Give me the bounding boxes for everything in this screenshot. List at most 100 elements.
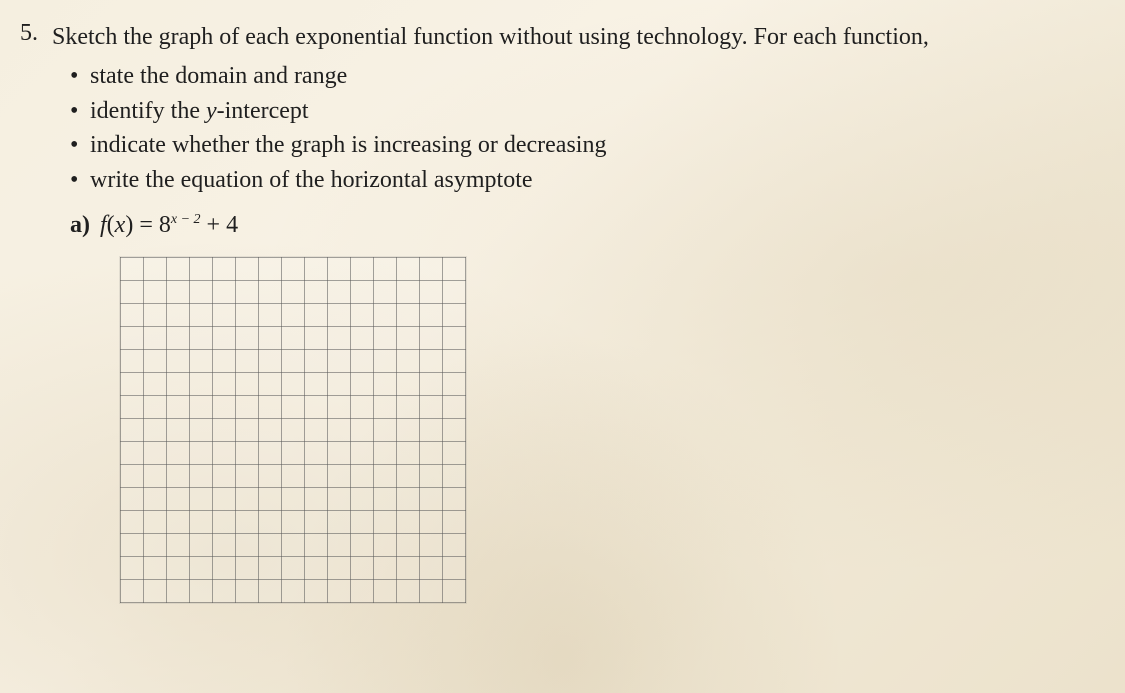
grid-cell xyxy=(236,257,259,280)
grid-cell xyxy=(190,349,213,372)
grid-cell xyxy=(259,533,282,556)
grid-cell xyxy=(420,326,443,349)
grid-cell xyxy=(121,579,144,602)
grid-cell xyxy=(213,303,236,326)
grid-cell xyxy=(443,556,466,579)
grid-cell xyxy=(397,441,420,464)
formula-var: x xyxy=(115,212,126,238)
grid-cell xyxy=(351,464,374,487)
grid-cell xyxy=(121,418,144,441)
grid-cell xyxy=(282,395,305,418)
grid-cell xyxy=(144,280,167,303)
bullet-list: state the domain and range identify the … xyxy=(52,59,1089,198)
grid-cell xyxy=(167,303,190,326)
grid-cell xyxy=(236,441,259,464)
grid-cell xyxy=(397,395,420,418)
grid-cell xyxy=(420,395,443,418)
grid-cell xyxy=(443,372,466,395)
grid-cell xyxy=(443,303,466,326)
grid-cell xyxy=(420,556,443,579)
grid-cell xyxy=(167,510,190,533)
grid-cell xyxy=(167,418,190,441)
grid-cell xyxy=(420,533,443,556)
grid-cell xyxy=(190,441,213,464)
grid-cell xyxy=(236,418,259,441)
grid-cell xyxy=(374,441,397,464)
grid-cell xyxy=(443,464,466,487)
grid-cell xyxy=(121,510,144,533)
grid-cell xyxy=(351,257,374,280)
grid-cell xyxy=(282,441,305,464)
grid-cell xyxy=(305,395,328,418)
grid-cell xyxy=(190,280,213,303)
grid-cell xyxy=(305,533,328,556)
grid-cell xyxy=(282,510,305,533)
grid-cell xyxy=(328,326,351,349)
grid-cell xyxy=(374,464,397,487)
part-a: a) f(x) = 8x − 2 + 4 xyxy=(52,212,1089,239)
grid-cell xyxy=(397,579,420,602)
grid-cell xyxy=(374,326,397,349)
grid-cell xyxy=(282,533,305,556)
grid-cell xyxy=(121,257,144,280)
grid-cell xyxy=(167,556,190,579)
graph-grid xyxy=(120,257,466,603)
grid-cell xyxy=(374,257,397,280)
bullet-item: identify the y-intercept xyxy=(70,94,1089,129)
grid-cell xyxy=(121,372,144,395)
grid-cell xyxy=(121,464,144,487)
grid-cell xyxy=(190,372,213,395)
grid-cell xyxy=(282,372,305,395)
grid-cell xyxy=(167,349,190,372)
grid-cell xyxy=(213,441,236,464)
grid-cell xyxy=(305,326,328,349)
bullet-item: indicate whether the graph is increasing… xyxy=(70,128,1089,163)
question-block: 5. Sketch the graph of each exponential … xyxy=(52,20,1089,603)
grid-cell xyxy=(144,556,167,579)
grid-cell xyxy=(420,257,443,280)
grid-cell xyxy=(328,579,351,602)
grid-cell xyxy=(282,349,305,372)
grid-cell xyxy=(121,487,144,510)
grid-cell xyxy=(397,464,420,487)
grid-cell xyxy=(443,349,466,372)
grid-cell xyxy=(374,395,397,418)
grid-cell xyxy=(190,395,213,418)
grid-cell xyxy=(374,418,397,441)
grid-cell xyxy=(144,349,167,372)
grid-cell xyxy=(397,556,420,579)
question-stem: Sketch the graph of each exponential fun… xyxy=(52,20,1089,55)
grid-cell xyxy=(397,349,420,372)
grid-cell xyxy=(259,487,282,510)
grid-cell xyxy=(121,326,144,349)
grid-cell xyxy=(282,487,305,510)
grid-cell xyxy=(190,464,213,487)
grid-cell xyxy=(144,441,167,464)
grid-cell xyxy=(236,533,259,556)
grid-cell xyxy=(305,372,328,395)
grid-cell xyxy=(351,487,374,510)
grid-cell xyxy=(259,326,282,349)
grid-cell xyxy=(213,280,236,303)
grid-cell xyxy=(374,533,397,556)
formula: f(x) = 8x − 2 + 4 xyxy=(100,212,238,238)
grid-cell xyxy=(351,280,374,303)
grid-cell xyxy=(305,510,328,533)
grid-cell xyxy=(397,303,420,326)
grid-cell xyxy=(282,326,305,349)
grid-cell xyxy=(420,280,443,303)
grid-cell xyxy=(236,510,259,533)
grid-cell xyxy=(397,418,420,441)
grid-cell xyxy=(259,257,282,280)
grid-cell xyxy=(420,510,443,533)
grid-cell xyxy=(236,487,259,510)
grid-cell xyxy=(167,395,190,418)
grid-cell xyxy=(144,510,167,533)
grid-cell xyxy=(144,579,167,602)
grid-cell xyxy=(236,579,259,602)
grid-cell xyxy=(305,556,328,579)
grid-cell xyxy=(443,280,466,303)
grid-cell xyxy=(167,280,190,303)
grid-cell xyxy=(397,280,420,303)
grid-cell xyxy=(144,464,167,487)
